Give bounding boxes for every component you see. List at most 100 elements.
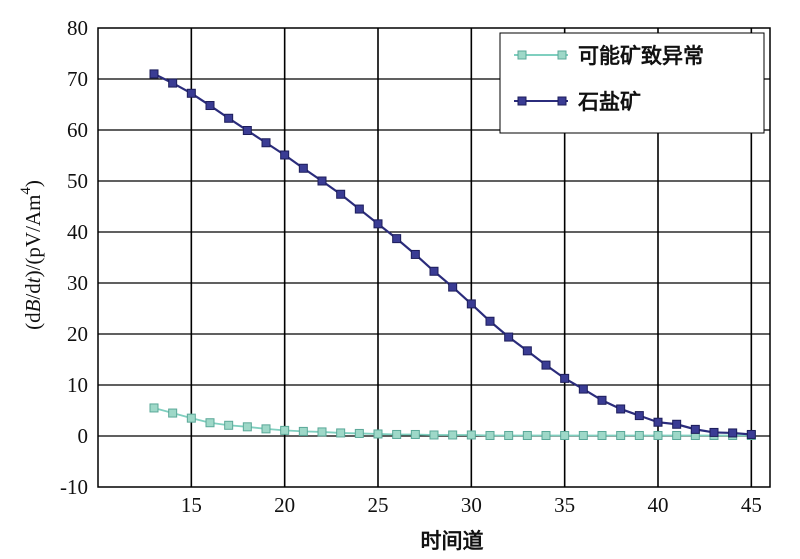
x-tick-label: 40 [648, 493, 669, 517]
data-point-1 [186, 88, 196, 98]
data-point-1 [280, 150, 290, 160]
data-point-0 [242, 422, 252, 432]
y-tick-label: 70 [67, 67, 88, 91]
data-point-1 [690, 424, 700, 434]
data-point-0 [653, 430, 663, 440]
y-axis-title-suffix: )/(pV/Am [21, 195, 45, 278]
data-point-1 [597, 395, 607, 405]
y-tick-label: 30 [67, 271, 88, 295]
data-point-1 [354, 204, 364, 214]
data-point-1 [485, 316, 495, 326]
data-point-0 [466, 430, 476, 440]
data-point-0 [616, 430, 626, 440]
data-point-0 [336, 428, 346, 438]
data-point-0 [522, 430, 532, 440]
y-tick-label: 80 [67, 16, 88, 40]
data-point-1 [578, 384, 588, 394]
data-point-1 [149, 69, 159, 79]
y-tick-label: 10 [67, 373, 88, 397]
data-point-1 [634, 411, 644, 421]
legend-label-anomaly: 可能矿致异常 [578, 44, 704, 68]
legend: 可能矿致异常 石盐矿 [499, 32, 765, 134]
y-tick-label: 50 [67, 169, 88, 193]
data-point-1 [448, 282, 458, 292]
data-point-0 [280, 425, 290, 435]
series-layer [149, 69, 756, 440]
data-point-1 [373, 219, 383, 229]
y-axis-title-mid: /d [21, 283, 45, 300]
data-point-1 [560, 373, 570, 383]
y-tick-label: 20 [67, 322, 88, 346]
data-point-0 [560, 430, 570, 440]
x-tick-label: 35 [554, 493, 575, 517]
data-point-0 [485, 430, 495, 440]
data-point-0 [149, 403, 159, 413]
legend-marker-halite [517, 96, 527, 106]
data-point-1 [317, 176, 327, 186]
data-point-1 [168, 78, 178, 88]
data-point-1 [504, 332, 514, 342]
data-point-1 [298, 163, 308, 173]
legend-label-halite: 石盐矿 [577, 90, 641, 114]
y-axis-title-t: t [21, 276, 45, 283]
y-axis-title-prefix: (d [21, 312, 45, 330]
y-axis-title-sup: 4 [18, 187, 34, 195]
plot-frame [97, 27, 771, 488]
x-tick-label: 45 [741, 493, 762, 517]
y-tick-label: 60 [67, 118, 88, 142]
data-point-0 [354, 428, 364, 438]
x-tick-label: 15 [181, 493, 202, 517]
x-tick-label: 20 [274, 493, 295, 517]
data-point-0 [392, 429, 402, 439]
data-point-0 [429, 430, 439, 440]
data-point-1 [653, 417, 663, 427]
data-point-0 [224, 420, 234, 430]
data-point-0 [317, 427, 327, 437]
data-point-0 [541, 430, 551, 440]
data-point-1 [728, 428, 738, 438]
y-tick-label: -10 [60, 475, 88, 499]
data-point-0 [298, 426, 308, 436]
legend-box [499, 32, 765, 134]
data-point-1 [242, 126, 252, 136]
y-axis-title-close: ) [21, 180, 45, 187]
x-axis-title: 时间道 [421, 529, 484, 553]
data-point-1 [410, 249, 420, 259]
data-point-1 [429, 266, 439, 276]
data-point-1 [746, 429, 756, 439]
data-point-0 [168, 408, 178, 418]
data-point-0 [448, 430, 458, 440]
data-point-0 [205, 418, 215, 428]
data-point-1 [522, 346, 532, 356]
x-tick-label: 25 [368, 493, 389, 517]
data-point-1 [541, 360, 551, 370]
data-point-0 [672, 430, 682, 440]
data-point-1 [466, 299, 476, 309]
data-point-0 [373, 429, 383, 439]
data-point-0 [410, 429, 420, 439]
data-point-0 [578, 430, 588, 440]
data-point-1 [709, 427, 719, 437]
legend-marker-anomaly-end [557, 50, 567, 60]
data-point-1 [336, 189, 346, 199]
y-axis-title-b: B [21, 299, 45, 312]
data-point-1 [672, 419, 682, 429]
data-point-0 [261, 424, 271, 434]
data-point-1 [261, 138, 271, 148]
data-point-1 [205, 101, 215, 111]
data-point-0 [597, 430, 607, 440]
data-point-0 [634, 430, 644, 440]
data-point-1 [616, 404, 626, 414]
x-tick-label: 30 [461, 493, 482, 517]
data-point-0 [504, 430, 514, 440]
y-tick-label: 0 [78, 424, 89, 448]
legend-marker-anomaly [517, 50, 527, 60]
data-point-1 [224, 113, 234, 123]
legend-marker-halite-end [557, 96, 567, 106]
y-axis-title: (dB/dt)/(pV/Am4) [18, 180, 45, 330]
y-tick-label: 40 [67, 220, 88, 244]
data-point-0 [186, 413, 196, 423]
tick-layer: 15 20 25 30 35 40 45 -10 0 10 20 30 40 50 60 70 80 [60, 16, 762, 517]
data-point-1 [392, 234, 402, 244]
